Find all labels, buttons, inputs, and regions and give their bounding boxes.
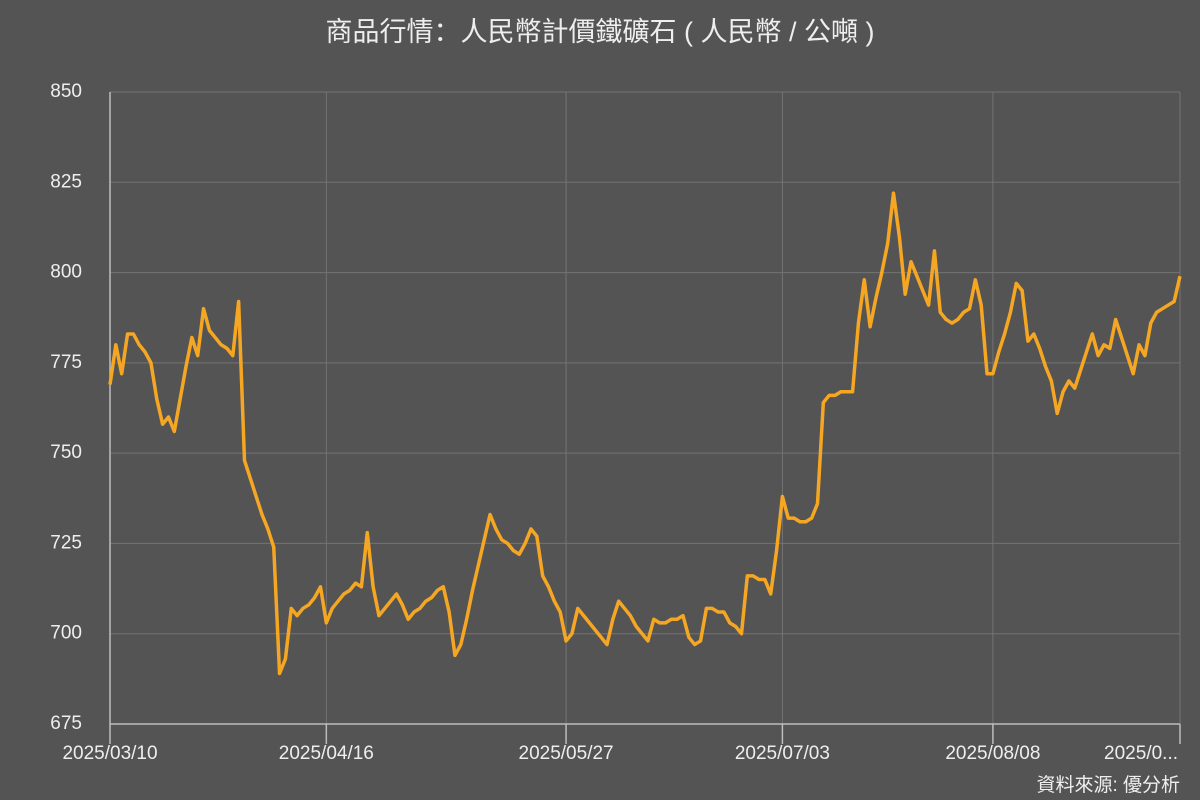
x-tick-label: 2025/07/03 bbox=[735, 743, 830, 764]
y-tick-label: 675 bbox=[50, 713, 82, 734]
y-tick-label: 800 bbox=[50, 262, 82, 283]
y-tick-label: 700 bbox=[50, 623, 82, 644]
y-tick-label: 775 bbox=[50, 352, 82, 373]
x-tick-label: 2025/03/10 bbox=[62, 743, 157, 764]
x-tick-label: 2025/04/16 bbox=[279, 743, 374, 764]
x-tick-label: 2025/05/27 bbox=[519, 743, 614, 764]
data-line bbox=[108, 191, 1182, 676]
y-tick-label: 750 bbox=[50, 442, 82, 463]
source-note: 資料來源: 優分析 bbox=[1036, 774, 1180, 796]
y-tick-label: 850 bbox=[50, 81, 82, 102]
x-tick-label: 2025/0... bbox=[1104, 743, 1178, 764]
chart-title: 商品行情：人民幣計價鐵礦石 ( 人民幣 / 公噸 ) bbox=[326, 17, 875, 47]
y-tick-label: 825 bbox=[50, 171, 82, 192]
y-tick-label: 725 bbox=[50, 532, 82, 553]
x-tick-label: 2025/08/08 bbox=[945, 743, 1040, 764]
